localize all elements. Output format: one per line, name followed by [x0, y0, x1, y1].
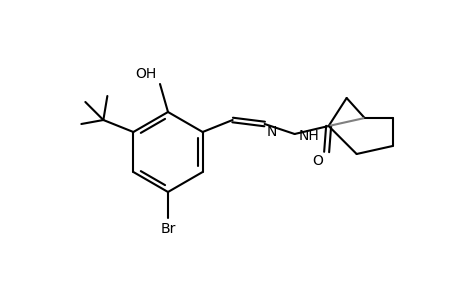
Text: Br: Br — [160, 222, 175, 236]
Text: O: O — [312, 154, 322, 168]
Text: N: N — [266, 125, 276, 139]
Text: NH: NH — [297, 129, 319, 143]
Text: OH: OH — [135, 67, 156, 81]
